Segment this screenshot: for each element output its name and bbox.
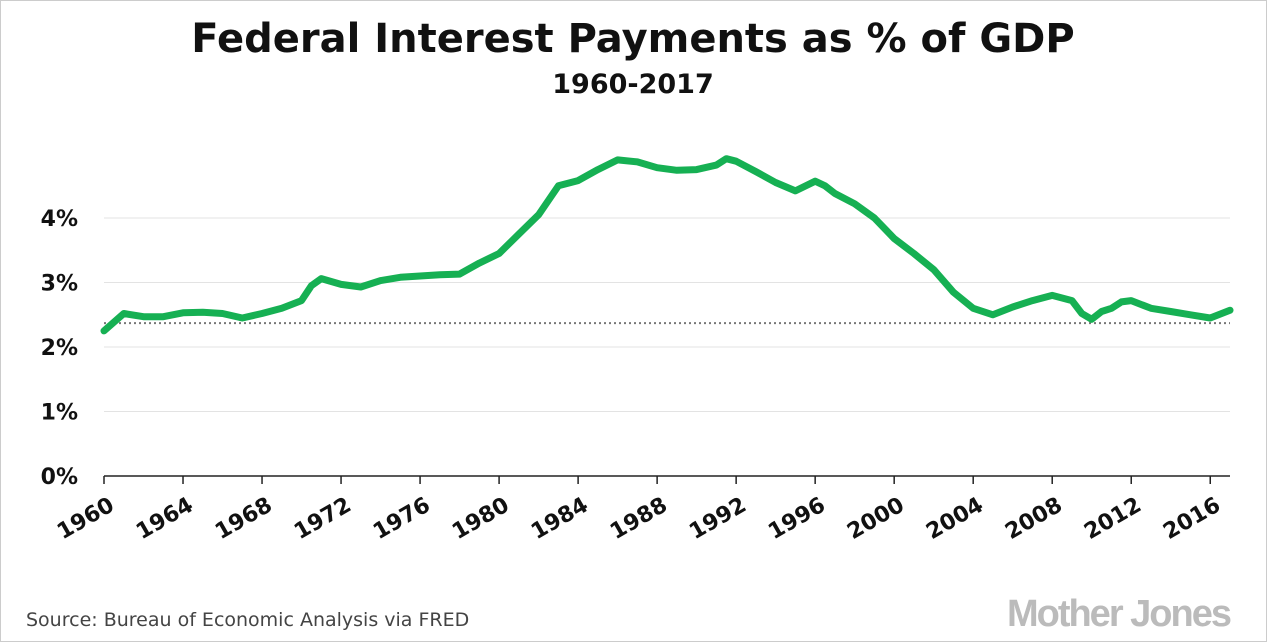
y-tick-label: 2% xyxy=(41,336,78,361)
logo: Mother Jones xyxy=(1007,593,1231,635)
chart-title: Federal Interest Payments as % of GDP xyxy=(191,16,1074,62)
y-tick-label: 4% xyxy=(41,207,78,232)
chart-subtitle: 1960-2017 xyxy=(552,69,714,100)
y-tick-label: 1% xyxy=(41,401,78,426)
y-tick-label: 0% xyxy=(41,465,78,490)
data-line xyxy=(100,155,1234,335)
y-tick-label: 3% xyxy=(41,272,78,297)
source: Source: Bureau of Economic Analysis via … xyxy=(26,609,469,631)
